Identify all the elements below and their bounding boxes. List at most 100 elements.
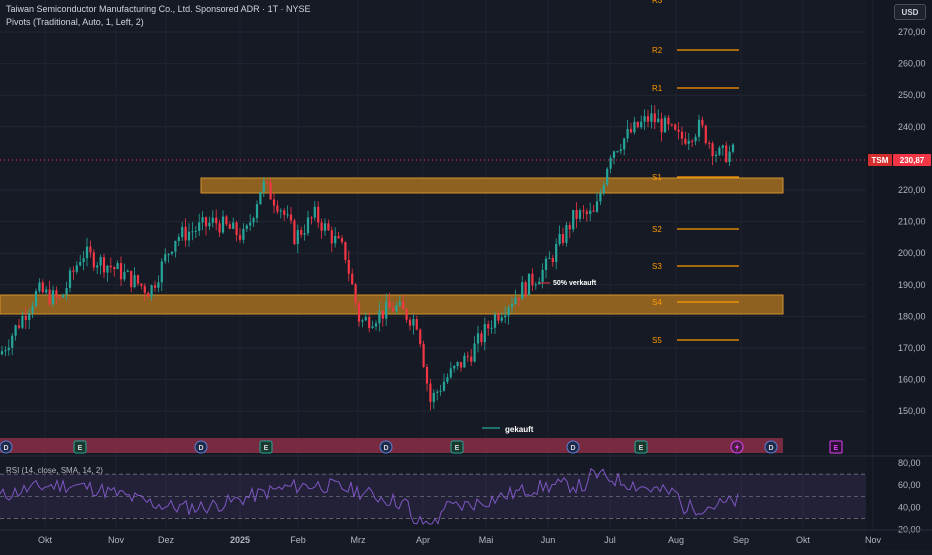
candle — [17, 325, 21, 328]
candle — [490, 327, 493, 329]
candle — [208, 222, 211, 227]
candle — [541, 269, 544, 282]
candle — [58, 297, 61, 299]
support-resistance-zone — [200, 177, 784, 194]
candle — [252, 218, 255, 223]
candle — [116, 263, 119, 270]
candle — [419, 329, 422, 344]
candle — [402, 301, 405, 310]
candle — [198, 222, 201, 231]
candle — [242, 228, 245, 240]
candle — [106, 265, 109, 273]
event-badge-label: E — [78, 445, 83, 452]
candle — [14, 325, 17, 336]
symbol-title: Taiwan Semiconductor Manufacturing Co., … — [6, 4, 311, 14]
candle — [255, 204, 259, 219]
candle — [31, 305, 34, 313]
candle — [340, 238, 344, 243]
pivot-label-s3: S3 — [652, 262, 662, 271]
candle — [82, 258, 85, 263]
event-badge-label: D — [570, 445, 575, 452]
candle — [48, 289, 51, 305]
candle — [619, 149, 622, 152]
earnings-upcoming-badge — [829, 440, 843, 454]
pivot-label-r1: R1 — [652, 84, 663, 93]
candle — [439, 390, 442, 392]
candle — [660, 118, 663, 133]
rsi-axis-label: 80,00 — [898, 458, 921, 468]
dividend-badge — [764, 440, 778, 454]
candle — [718, 147, 721, 155]
candle — [143, 285, 146, 293]
candle — [531, 273, 534, 286]
candle — [432, 392, 435, 402]
time-axis-label: Apr — [416, 535, 430, 545]
sold-annotation: 50% verkauft — [553, 280, 597, 287]
candle — [126, 270, 129, 272]
pivot-label-s4: S4 — [652, 298, 662, 307]
candle — [4, 350, 7, 352]
candle — [640, 121, 643, 128]
candle — [153, 285, 157, 288]
candle — [721, 145, 724, 148]
time-axis-label: Feb — [290, 535, 306, 545]
price-axis-label: 250,00 — [898, 90, 926, 100]
candle — [55, 290, 58, 298]
candle — [691, 140, 694, 142]
candle — [235, 222, 238, 236]
time-axis-label: Sep — [733, 535, 749, 545]
candle — [697, 119, 701, 137]
candle — [555, 244, 558, 263]
candle — [218, 223, 221, 233]
rsi-axis-label: 60,00 — [898, 480, 921, 490]
candle — [204, 217, 208, 227]
event-badge-label: E — [639, 445, 644, 452]
time-axis-label: Mai — [479, 535, 494, 545]
time-axis-label: Okt — [796, 535, 811, 545]
candle — [92, 252, 95, 268]
candle — [99, 257, 102, 266]
candle — [249, 222, 252, 226]
time-axis-label: Mrz — [351, 535, 366, 545]
dividend-badge — [379, 440, 393, 454]
candle — [85, 246, 89, 259]
candle — [521, 282, 524, 300]
event-badge-label: D — [198, 445, 203, 452]
candle — [306, 217, 310, 234]
candle — [623, 138, 626, 150]
candle — [245, 225, 248, 229]
candle — [96, 265, 99, 268]
last-price-tag — [893, 154, 931, 166]
candle — [422, 343, 425, 367]
candle — [534, 284, 537, 286]
price-axis-label: 260,00 — [898, 59, 926, 69]
event-badge-label: D — [768, 445, 773, 452]
candle — [191, 231, 194, 233]
price-axis-label: 190,00 — [898, 280, 926, 290]
candle — [68, 270, 72, 289]
candle — [514, 297, 517, 305]
candle — [663, 117, 667, 133]
candle — [398, 301, 401, 306]
pivot-indicator-label[interactable]: Pivots (Traditional, Auto, 1, Left, 2) — [6, 17, 144, 27]
candle — [711, 143, 714, 157]
currency-button[interactable]: USD — [894, 4, 926, 20]
candle — [592, 210, 595, 212]
candle — [585, 211, 588, 215]
candle — [272, 199, 276, 206]
candle — [330, 230, 333, 244]
time-axis-label: Jul — [604, 535, 616, 545]
candle — [670, 124, 673, 126]
candle — [524, 282, 527, 296]
candle — [344, 242, 347, 260]
candle — [320, 222, 323, 231]
candle — [279, 210, 282, 212]
candle — [415, 318, 418, 330]
candle — [109, 265, 112, 268]
candle — [276, 205, 279, 212]
candle — [449, 368, 452, 378]
candle — [429, 383, 432, 402]
